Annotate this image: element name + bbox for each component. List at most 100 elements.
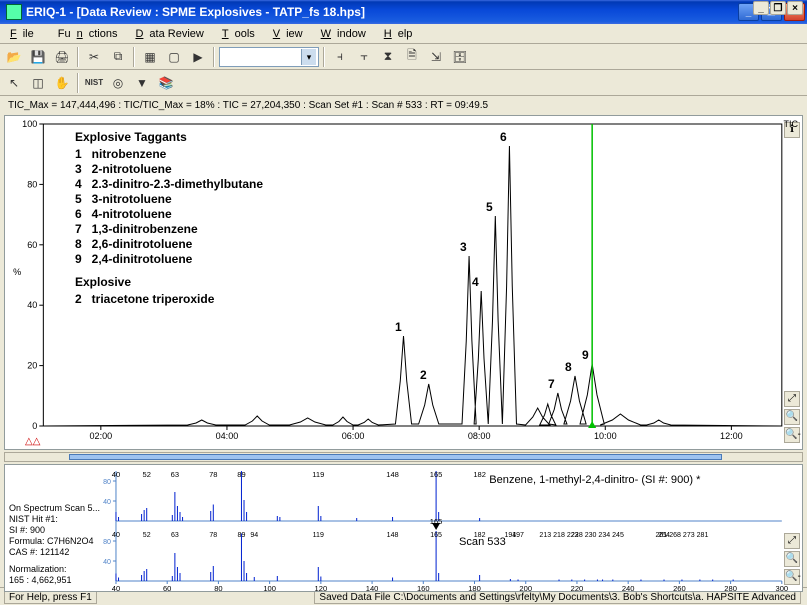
titlebar: ERIQ-1 - [Data Review : SPME Explosives …: [0, 0, 807, 24]
svg-text:100: 100: [263, 584, 276, 591]
svg-text:148: 148: [386, 470, 399, 479]
marker-a-icon: △△: [25, 436, 40, 447]
svg-text:52: 52: [143, 470, 151, 479]
library-icon[interactable]: 📚: [155, 72, 177, 94]
svg-text:148: 148: [387, 532, 399, 539]
svg-text:08:00: 08:00: [468, 431, 491, 441]
svg-text:78: 78: [209, 532, 217, 539]
upper-zoom-tools: ⤢ 🔍+ 🔍-: [784, 391, 800, 443]
svg-text:63: 63: [171, 532, 179, 539]
hand-icon[interactable]: ✋: [51, 72, 73, 94]
overlay-icon[interactable]: ⧗: [377, 46, 399, 68]
archive-icon[interactable]: 🗄: [449, 46, 471, 68]
menu-functions[interactable]: Functions: [46, 26, 130, 42]
svg-text:140: 140: [366, 584, 379, 591]
clear-icon[interactable]: ▢: [163, 46, 185, 68]
report-icon[interactable]: 🗎: [401, 46, 423, 68]
lower-zoom-tools: ⤢ 🔍+ 🔍-: [784, 533, 800, 585]
menubar: File Functions Data Review Tools View Wi…: [0, 24, 807, 44]
svg-text:40: 40: [112, 584, 120, 591]
spec-zoom-full-icon[interactable]: ⤢: [784, 533, 800, 549]
svg-text:02:00: 02:00: [90, 431, 113, 441]
svg-text:10:00: 10:00: [594, 431, 617, 441]
menu-view[interactable]: View: [267, 26, 315, 42]
chromatogram-pane[interactable]: 020406080100%02:0004:0006:0008:0010:0012…: [4, 115, 803, 450]
svg-text:40: 40: [112, 532, 120, 539]
svg-text:80: 80: [214, 584, 222, 591]
peak-label: 1: [395, 320, 402, 334]
svg-text:240: 240: [622, 584, 635, 591]
svg-text:261 268 273 281: 261 268 273 281: [655, 532, 708, 539]
zoom-box-icon[interactable]: ◫: [27, 72, 49, 94]
zoom-in-icon[interactable]: 🔍+: [784, 409, 800, 425]
svg-text:89: 89: [238, 532, 246, 539]
svg-text:40: 40: [27, 300, 37, 310]
nist-icon[interactable]: NIST: [83, 72, 105, 94]
svg-text:80: 80: [103, 479, 111, 486]
copy-icon[interactable]: ⧉: [107, 46, 129, 68]
export-icon[interactable]: ⇲: [425, 46, 447, 68]
save-icon[interactable]: 💾: [27, 46, 49, 68]
zoom-full-icon[interactable]: ⤢: [784, 391, 800, 407]
mdi-child-buttons: _ ❐ ×: [753, 1, 803, 15]
svg-text:20: 20: [27, 361, 37, 371]
peak-label: 7: [548, 377, 555, 391]
peaks-icon[interactable]: ⫟: [353, 46, 375, 68]
svg-text:80: 80: [103, 539, 111, 546]
svg-text:52: 52: [143, 532, 151, 539]
mdi-minimize-button[interactable]: _: [753, 1, 769, 15]
svg-text:300: 300: [776, 584, 789, 591]
menu-file[interactable]: File: [4, 26, 46, 42]
svg-text:120: 120: [315, 584, 328, 591]
svg-text:40: 40: [103, 499, 111, 506]
spectrum-hit-info: On Spectrum Scan 5... NIST Hit #1: SI #:…: [9, 503, 100, 586]
method-combo[interactable]: ▾: [219, 47, 319, 67]
filter-icon[interactable]: ▼: [131, 72, 153, 94]
svg-text:Benzene, 1-methyl-2,4-dinitro-: Benzene, 1-methyl-2,4-dinitro- (SI #: 90…: [489, 474, 701, 486]
scan-info-strip: TIC_Max = 147,444,496 : TIC/TIC_Max = 18…: [2, 98, 805, 113]
toolbar-1: 📂 💾 🖨 ✂ ⧉ ▦ ▢ ▶ ▾ ⫞ ⫟ ⧗ 🗎 ⇲ 🗄: [0, 44, 807, 70]
cursor-icon[interactable]: ↖: [3, 72, 25, 94]
svg-text:60: 60: [27, 240, 37, 250]
compound-legend: Explosive Taggants1 nitrobenzene3 2-nitr…: [75, 130, 263, 307]
scan-range-scrollbar[interactable]: [4, 452, 803, 462]
svg-text:197: 197: [512, 532, 524, 539]
svg-text:94: 94: [250, 532, 258, 539]
svg-text:182: 182: [473, 470, 486, 479]
cut-icon[interactable]: ✂: [83, 46, 105, 68]
menu-tools[interactable]: Tools: [216, 26, 267, 42]
menu-help[interactable]: Help: [378, 26, 425, 42]
play-icon[interactable]: ▶: [187, 46, 209, 68]
spec-zoom-out-icon[interactable]: 🔍-: [784, 569, 800, 585]
svg-text:60: 60: [163, 584, 171, 591]
svg-text:165: 165: [430, 517, 443, 526]
svg-text:06:00: 06:00: [342, 431, 365, 441]
spec-zoom-in-icon[interactable]: 🔍+: [784, 551, 800, 567]
peak-label: 2: [420, 368, 427, 382]
app-icon: [6, 4, 22, 20]
spectrum-pane[interactable]: 4040808040608010012014016018020022024026…: [4, 464, 803, 592]
target-icon[interactable]: ◎: [107, 72, 129, 94]
svg-text:40: 40: [112, 470, 120, 479]
svg-text:260: 260: [673, 584, 686, 591]
svg-text:78: 78: [209, 470, 217, 479]
spectrum-icon[interactable]: ⫞: [329, 46, 351, 68]
svg-text:80: 80: [27, 179, 37, 189]
peak-label: 6: [500, 130, 507, 144]
mdi-close-button[interactable]: ×: [787, 1, 803, 15]
open-icon[interactable]: 📂: [3, 46, 25, 68]
svg-text:0: 0: [32, 421, 37, 431]
svg-text:100: 100: [22, 119, 37, 129]
zoom-out-icon[interactable]: 🔍-: [784, 427, 800, 443]
mdi-restore-button[interactable]: ❐: [770, 1, 786, 15]
svg-text:40: 40: [103, 559, 111, 566]
peak-label: 5: [486, 200, 493, 214]
menu-window[interactable]: Window: [315, 26, 378, 42]
peak-label: 3: [460, 240, 467, 254]
svg-text:200: 200: [519, 584, 532, 591]
grid-icon[interactable]: ▦: [139, 46, 161, 68]
svg-text:280: 280: [724, 584, 737, 591]
chevron-down-icon: ▾: [301, 49, 316, 65]
menu-data-review[interactable]: Data Review: [129, 26, 215, 42]
print-icon[interactable]: 🖨: [51, 46, 73, 68]
